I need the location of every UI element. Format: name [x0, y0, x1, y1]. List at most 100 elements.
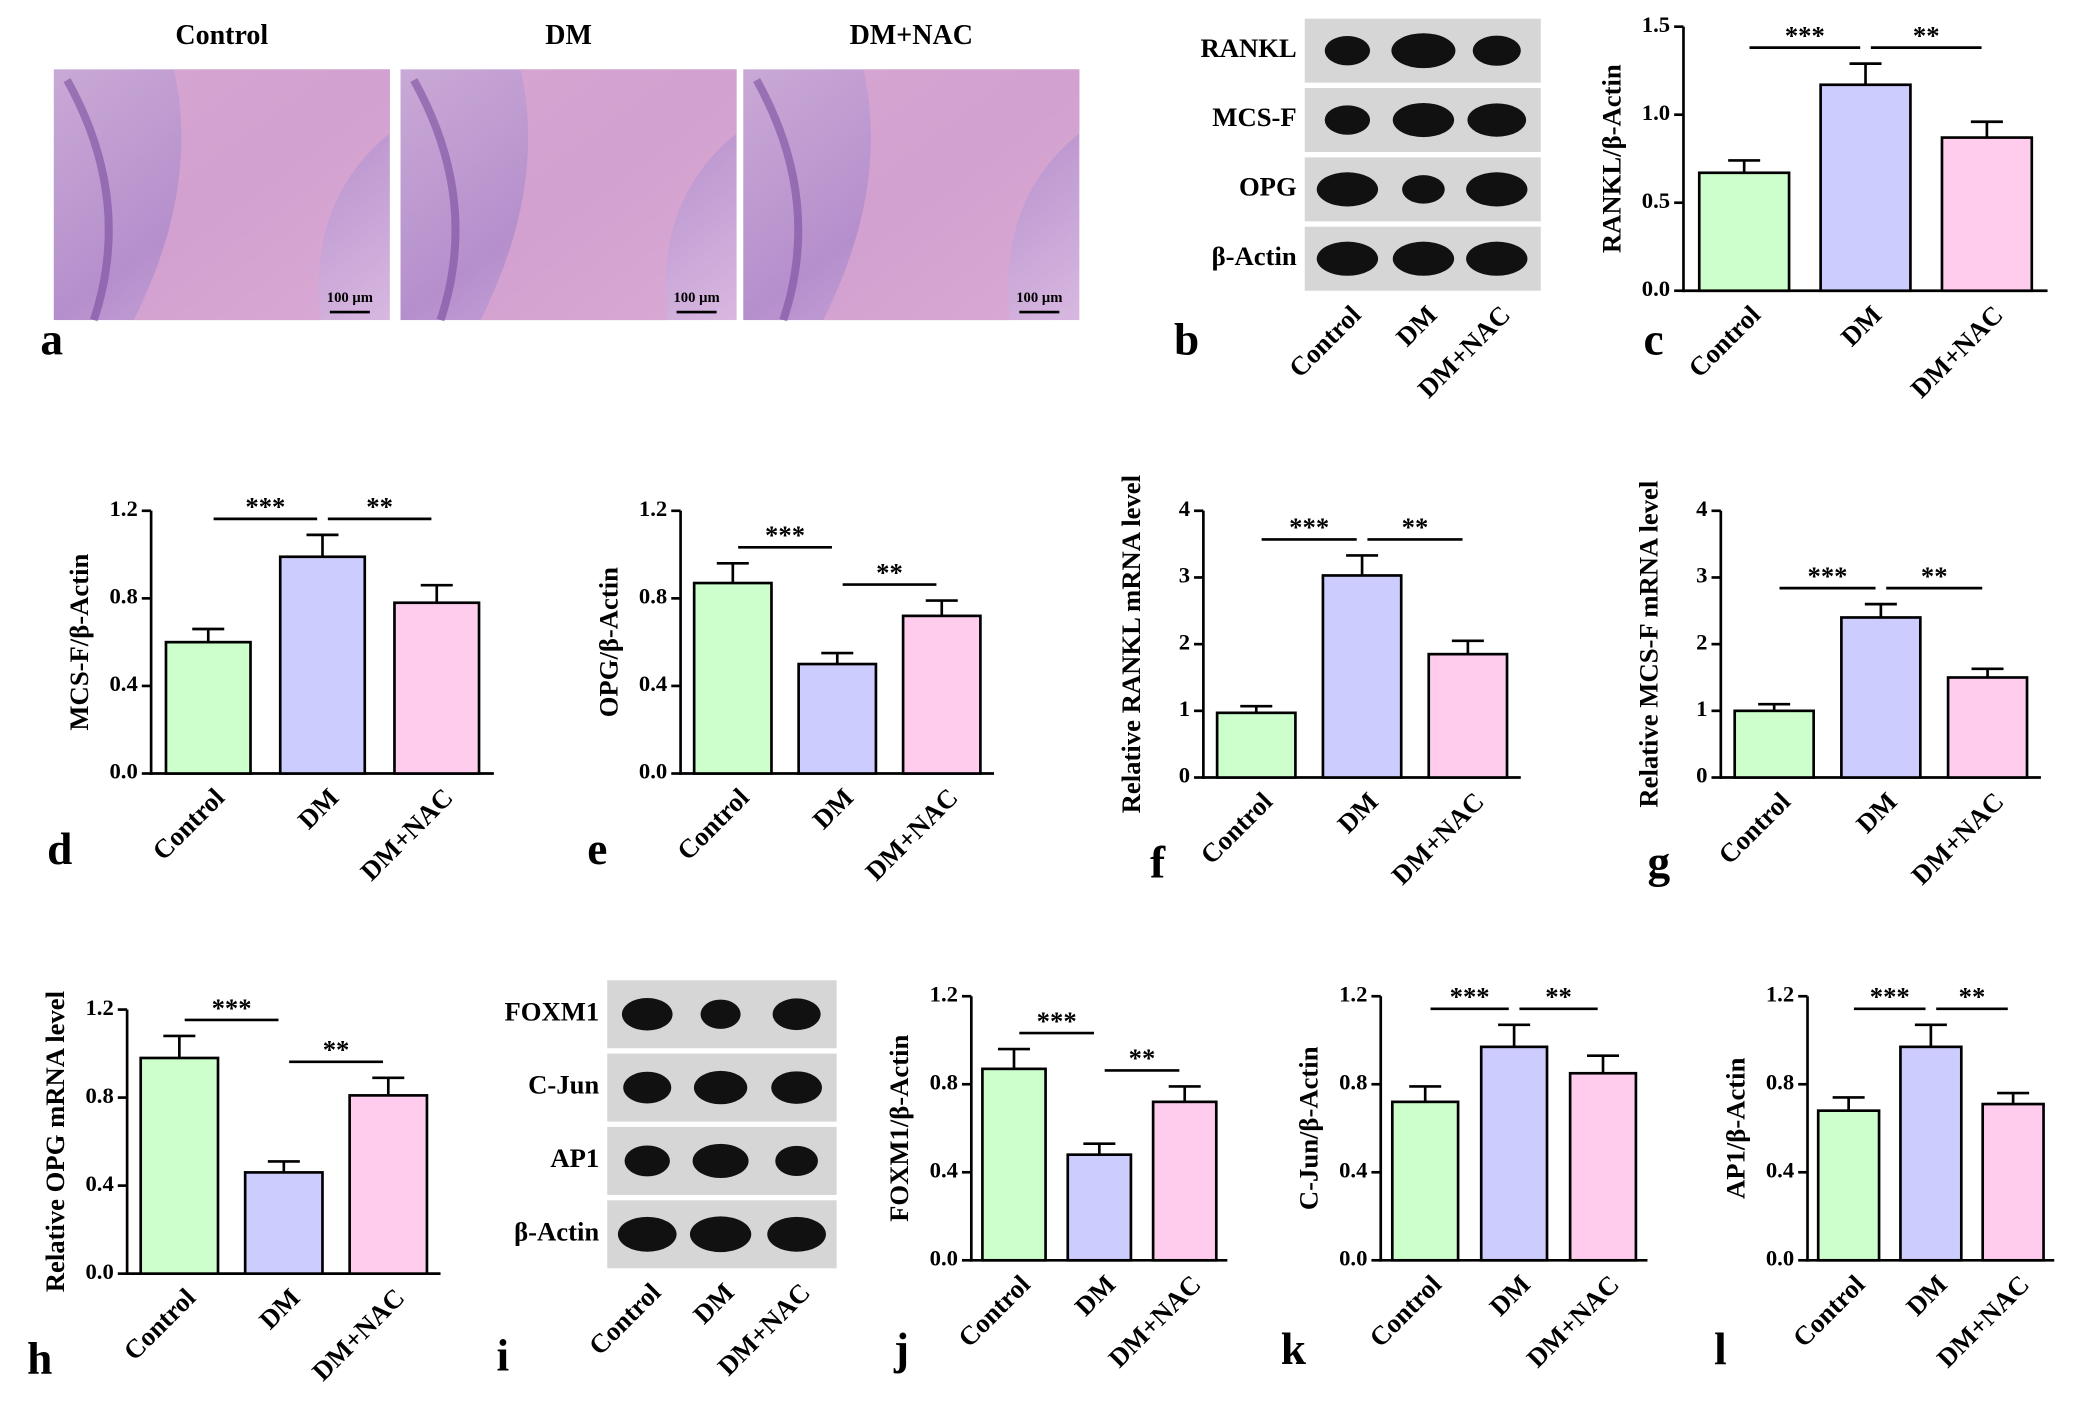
bar	[393, 601, 481, 775]
image-title: DM	[545, 20, 592, 51]
panel-letter: j	[893, 1324, 909, 1374]
significance-label: ***	[1808, 561, 1848, 591]
panel-letter: d	[47, 824, 72, 874]
blot-band	[1316, 172, 1379, 207]
y-tick-label: 0.8	[109, 584, 137, 609]
y-tick-label: 0.5	[1642, 188, 1670, 213]
y-tick-label: 0.0	[930, 1245, 958, 1270]
y-tick-label: 0.0	[1766, 1245, 1794, 1270]
y-tick-label: 0.4	[109, 671, 137, 696]
y-tick-label: 0.0	[85, 1259, 113, 1284]
panel-letter: f	[1150, 837, 1166, 887]
blot-band	[771, 1071, 822, 1104]
y-tick-label: 0.0	[109, 759, 137, 784]
bar	[1697, 171, 1791, 293]
significance-label: **	[876, 557, 903, 587]
y-tick-label: 0	[1179, 763, 1190, 788]
y-tick-label: 0.4	[930, 1157, 958, 1182]
blot-row-label: OPG	[1239, 172, 1297, 202]
y-tick-label: 2	[1179, 629, 1190, 654]
blot-band	[772, 998, 821, 1031]
bar	[1427, 652, 1509, 779]
y-tick-label: 3	[1179, 563, 1190, 588]
y-tick-label: 1.2	[85, 995, 113, 1020]
blot-band	[624, 1145, 670, 1177]
blot-band	[1467, 103, 1527, 137]
blot-row-label: MCS-F	[1212, 102, 1296, 132]
y-tick-label: 1.2	[639, 496, 667, 521]
significance-label: ***	[245, 492, 285, 522]
panel-letter: h	[27, 1333, 52, 1383]
significance-label: ***	[1037, 1006, 1077, 1036]
blot-row-label: C-Jun	[528, 1070, 599, 1100]
y-tick-label: 1.2	[1339, 981, 1367, 1006]
blot-row-label: FOXM1	[504, 996, 599, 1026]
significance-label: ***	[1289, 512, 1329, 542]
y-tick-label: 0.4	[1766, 1157, 1794, 1182]
scale-bar-label: 100 μm	[673, 290, 719, 306]
y-tick-label: 0.8	[85, 1083, 113, 1108]
blot-band	[1466, 241, 1528, 276]
bar	[1946, 676, 2029, 779]
significance-label: **	[1545, 982, 1572, 1012]
y-tick-label: 0.8	[1339, 1069, 1367, 1094]
blot-row-label: RANKL	[1200, 33, 1296, 63]
y-tick-label: 0.4	[85, 1171, 113, 1196]
significance-label: **	[323, 1035, 350, 1065]
bar	[1390, 1100, 1460, 1262]
bar	[348, 1094, 429, 1275]
y-tick-label: 0.8	[639, 584, 667, 609]
significance-label: ***	[765, 520, 805, 550]
y-axis-label: Relative RANKL mRNA level	[1116, 475, 1146, 813]
tissue-edge	[63, 78, 113, 322]
blot-band	[617, 1216, 677, 1252]
y-tick-label: 0.0	[1339, 1245, 1367, 1270]
tissue-edge	[753, 78, 803, 322]
y-tick-label: 4	[1179, 496, 1190, 521]
bar	[1215, 711, 1297, 779]
blot-band	[692, 1143, 749, 1179]
bar	[981, 1067, 1047, 1262]
bar	[1321, 574, 1403, 779]
blot-band	[700, 999, 741, 1029]
blot-band	[1316, 241, 1379, 276]
significance-label: ***	[1450, 982, 1490, 1012]
y-tick-label: 1.2	[1766, 981, 1794, 1006]
bar	[1940, 136, 2034, 293]
panel-letter: k	[1281, 1324, 1307, 1374]
bar	[692, 581, 773, 775]
panel-letter: c	[1643, 314, 1663, 364]
blot-band	[1466, 172, 1528, 207]
panel-letter: g	[1647, 837, 1670, 887]
y-axis-label: RANKL/β-Actin	[1596, 64, 1626, 253]
y-axis-label: AP1/β-Actin	[1720, 1057, 1750, 1199]
y-tick-label: 1.5	[1642, 12, 1670, 37]
blot-band	[693, 1070, 748, 1105]
blot-row-label: AP1	[550, 1143, 599, 1173]
bar	[1568, 1071, 1638, 1262]
significance-label: **	[1913, 20, 1940, 50]
bar	[278, 555, 367, 775]
y-tick-label: 1	[1179, 696, 1190, 721]
bar	[139, 1056, 220, 1275]
blot-band	[1324, 105, 1371, 135]
blot-band	[1392, 241, 1455, 276]
tissue-edge	[410, 78, 460, 322]
blot-band	[1392, 102, 1455, 138]
panel-letter: a	[40, 314, 63, 364]
bar	[1899, 1045, 1963, 1262]
bar	[1981, 1102, 2045, 1262]
bar	[1733, 709, 1815, 779]
bar	[1151, 1100, 1218, 1262]
y-tick-label: 0.4	[639, 671, 667, 696]
image-title: DM+NAC	[850, 20, 973, 51]
significance-label: ***	[212, 993, 252, 1023]
y-tick-label: 0.0	[1642, 276, 1670, 301]
blot-band	[775, 1145, 818, 1177]
y-tick-label: 0.0	[639, 759, 667, 784]
blot-row-label: β-Actin	[1212, 241, 1297, 271]
y-tick-label: 3	[1696, 563, 1707, 588]
blot-band	[621, 997, 673, 1031]
y-axis-label: MCS-F/β-Actin	[64, 554, 94, 731]
